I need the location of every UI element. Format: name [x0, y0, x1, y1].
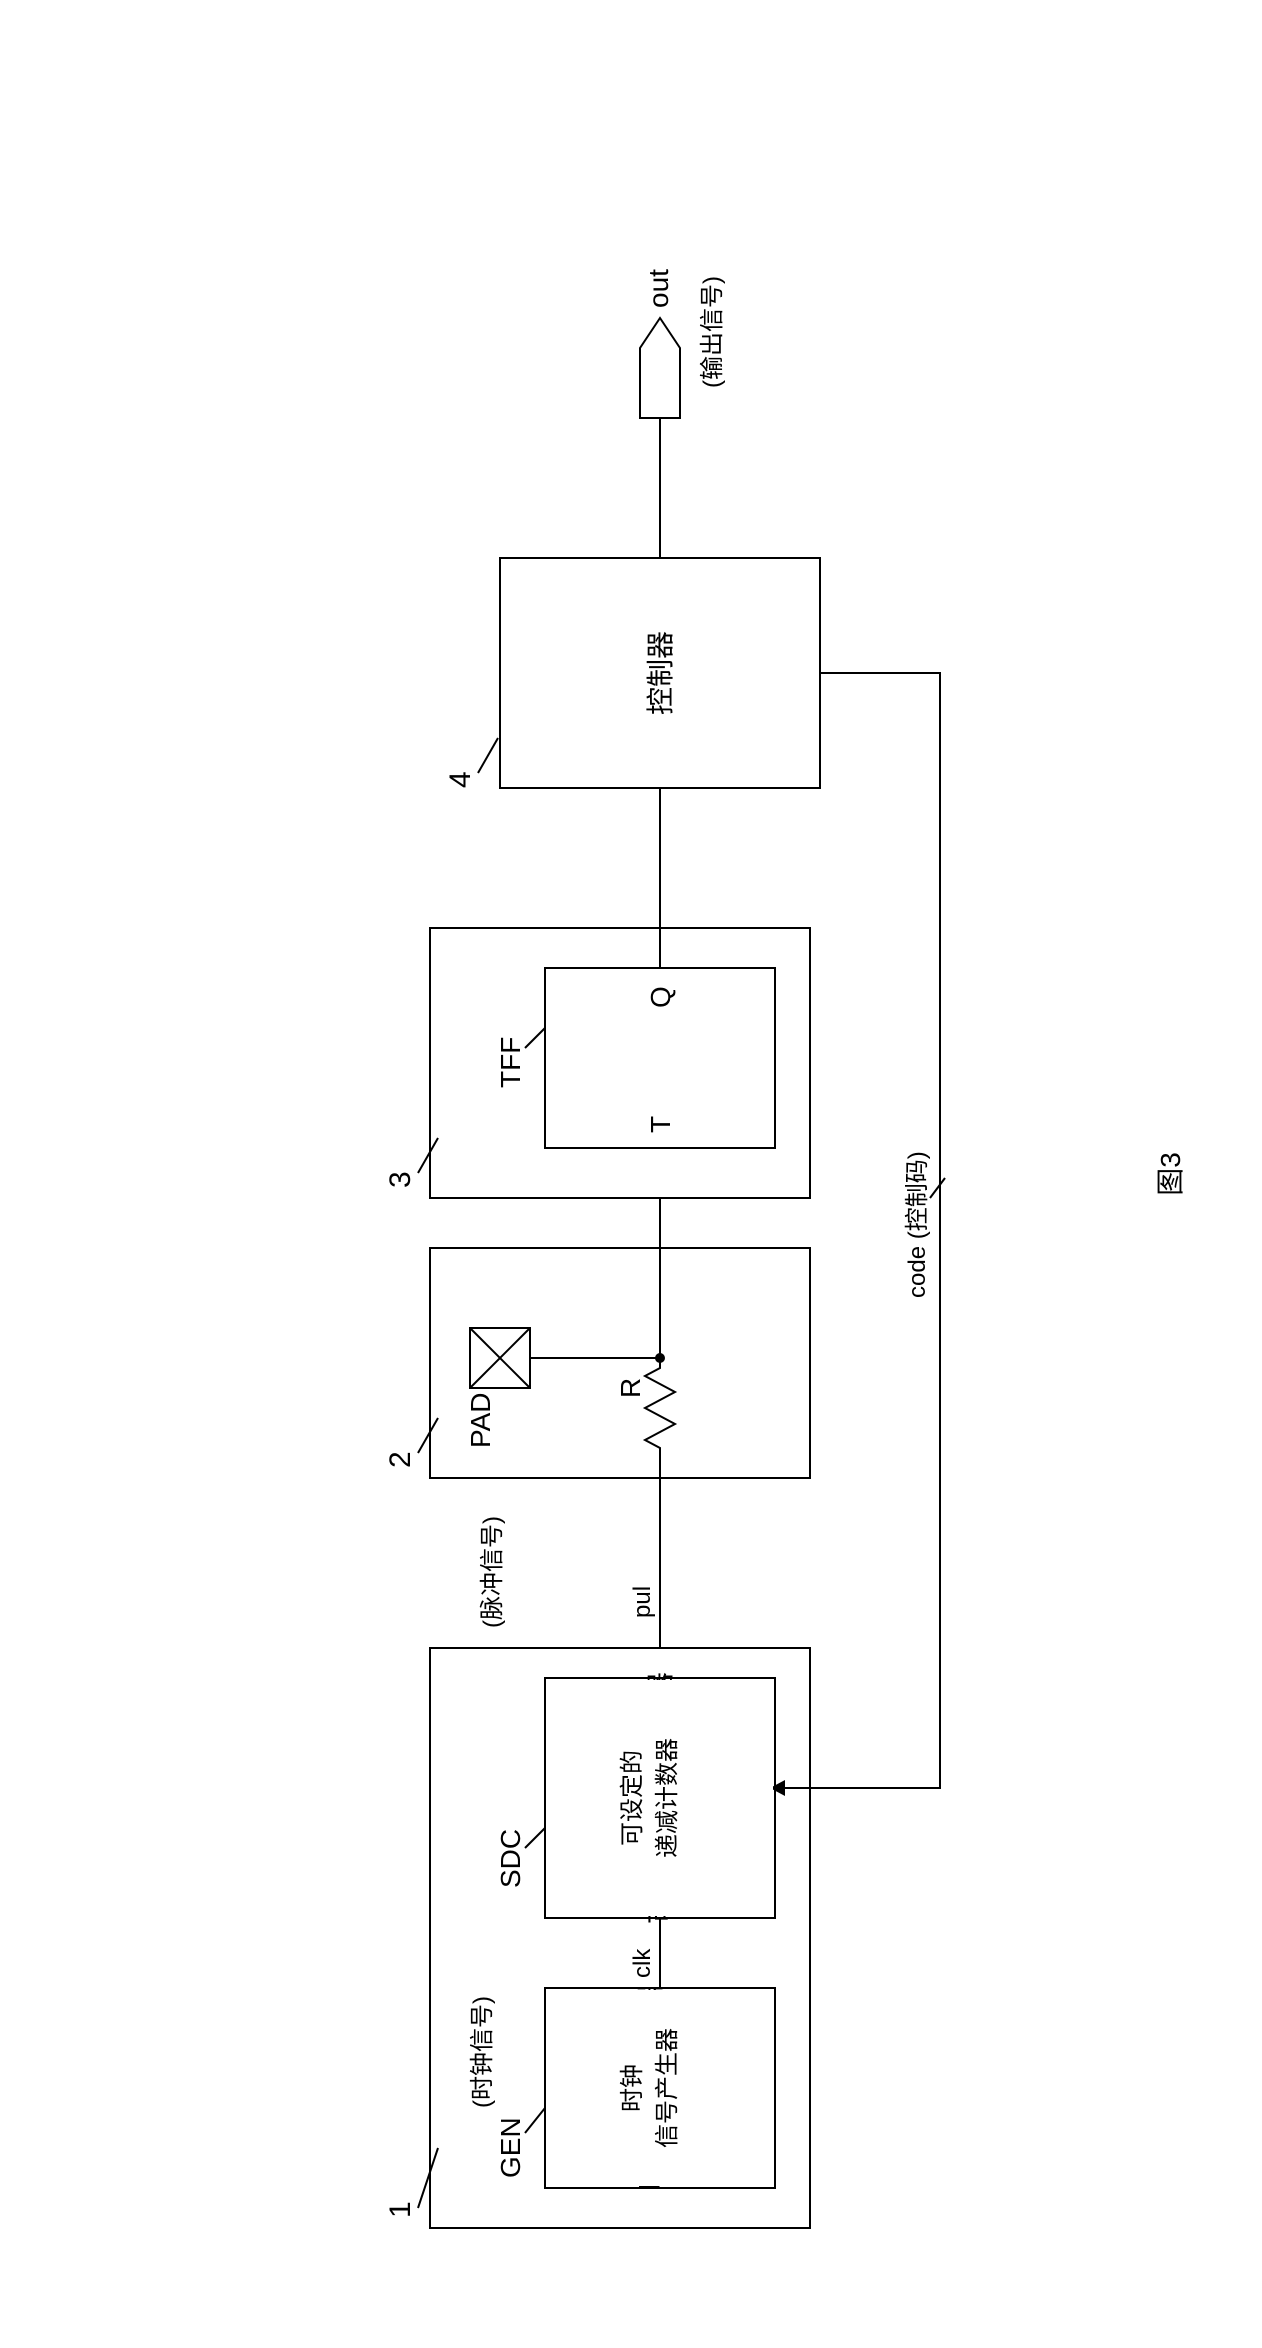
sdc-line2: 递减计数器 — [654, 1738, 681, 1858]
code-leader — [930, 1178, 945, 1198]
block-4-id-leader — [478, 738, 498, 773]
resistor-label: R — [615, 1378, 646, 1398]
gen-line2: 信号产生器 — [654, 2028, 681, 2148]
code-label: code (控制码) — [904, 1151, 931, 1298]
gen-tag-note: (时钟信号) — [469, 1996, 496, 2108]
diagram-canvas: 1 GEN (时钟信号) 时钟 信号产生器 clk SDC 可设定的递减计数器 … — [0, 0, 1262, 2348]
out-note: (输出信号) — [699, 276, 726, 388]
pad-label: PAD — [465, 1393, 496, 1449]
tff-t-label: T — [645, 1116, 676, 1133]
sdc-line1: 可设定的 — [619, 1750, 646, 1846]
block-3-id: 3 — [384, 1171, 417, 1188]
sdc-tag: SDC — [495, 1829, 526, 1888]
block-1-id: 1 — [384, 2201, 417, 2218]
tff-tag: TFF — [495, 1037, 526, 1088]
figure-caption: 图3 — [1155, 1152, 1186, 1196]
block-4-id: 4 — [444, 771, 477, 788]
gen-tag: GEN — [495, 2117, 526, 2178]
out-signal-label: out — [643, 269, 674, 308]
pul-note: (脉冲信号) — [479, 1516, 506, 1628]
pul-label: pul — [629, 1586, 656, 1618]
clk-label: clk — [629, 1948, 656, 1978]
out-port-icon — [640, 318, 680, 418]
block-2-id: 2 — [384, 1451, 417, 1468]
controller-label: 控制器 — [645, 631, 676, 715]
gen-line1: 时钟 — [619, 2064, 646, 2112]
tff-q-label: Q — [645, 986, 676, 1008]
